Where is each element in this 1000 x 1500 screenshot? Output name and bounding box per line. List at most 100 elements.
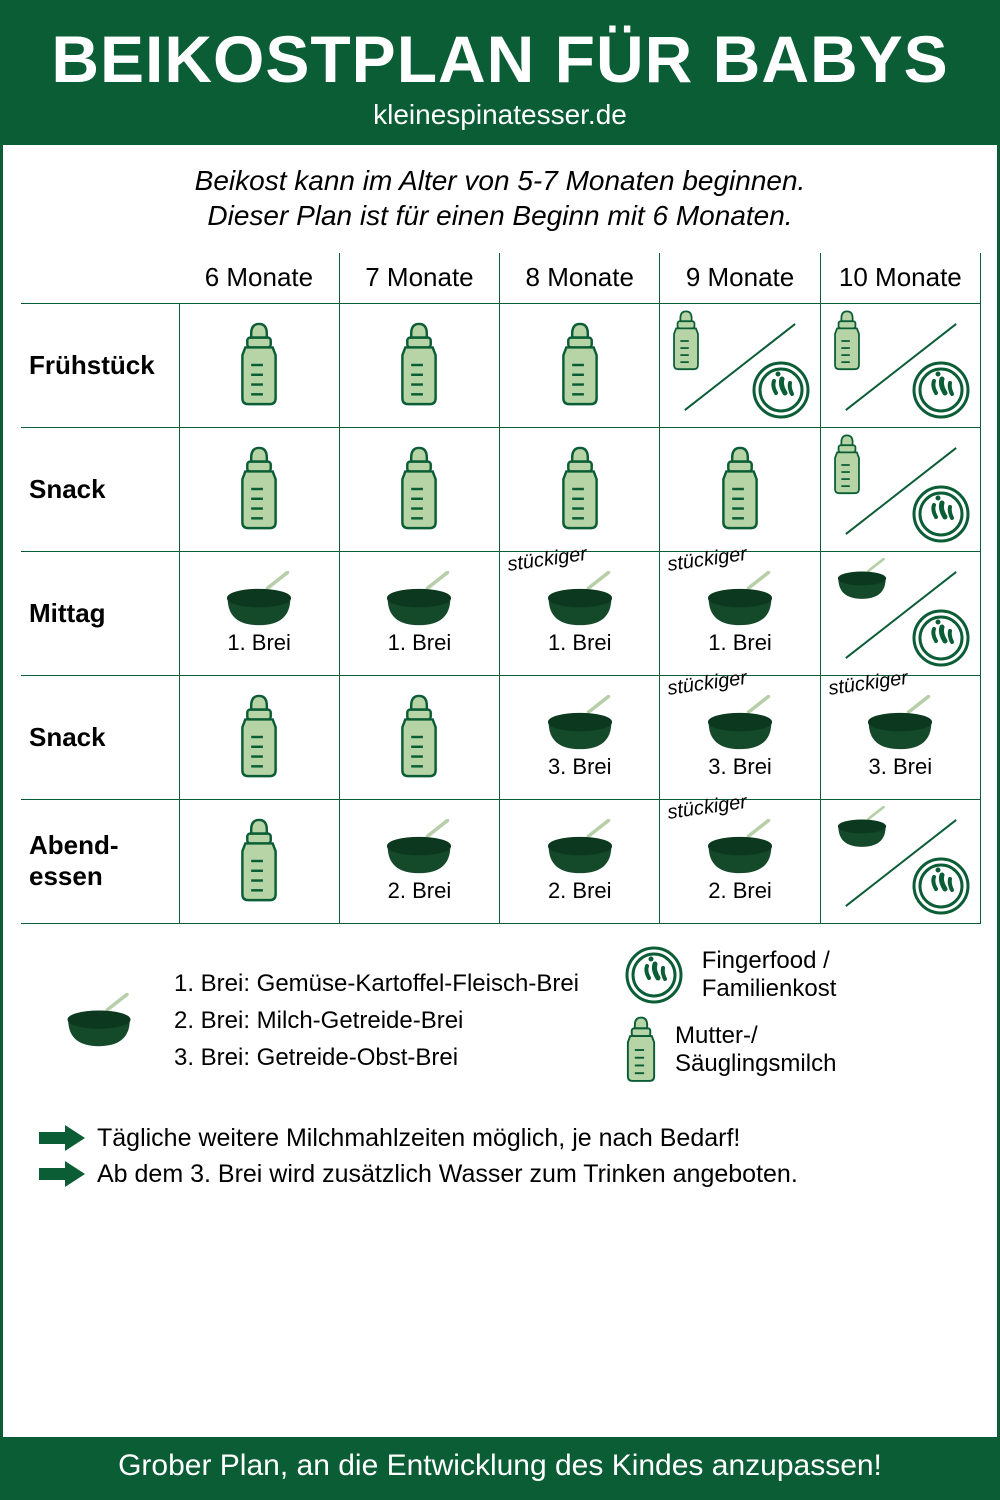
- bottle-icon: [391, 322, 447, 408]
- tips: Tägliche weitere Milchmahlzeiten möglich…: [3, 1102, 997, 1203]
- arrow-icon: [39, 1127, 85, 1149]
- legend-brei-1: 1. Brei: Gemüse-Kartoffel-Fleisch-Brei: [174, 965, 579, 1002]
- col-header: 6 Monate: [179, 253, 339, 303]
- plan-cell: [820, 551, 980, 675]
- footer-bar: Grober Plan, an die Entwicklung des Kind…: [3, 1437, 997, 1497]
- plan-cell: stückiger3. Brei: [660, 675, 820, 799]
- table-row: Snack: [21, 427, 981, 551]
- row-label: Mittag: [21, 551, 179, 675]
- col-header: 10 Monate: [820, 253, 980, 303]
- row-label: Abend-essen: [21, 799, 179, 923]
- bottle-icon: [231, 694, 287, 780]
- bottle-icon: [391, 446, 447, 532]
- table-row: Abend-essen2. Brei2. Breistückiger2. Bre…: [21, 799, 981, 923]
- table-row: Frühstück: [21, 303, 981, 427]
- plan-cell: 1. Brei: [179, 551, 339, 675]
- intro-line-2: Dieser Plan ist für einen Beginn mit 6 M…: [43, 198, 957, 233]
- bottle-icon: [827, 310, 867, 372]
- row-label: Snack: [21, 427, 179, 551]
- header: BEIKOSTPLAN FÜR BABYS kleinespinatesser.…: [3, 3, 997, 145]
- plan-cell: stückiger1. Brei: [500, 551, 660, 675]
- bottle-icon: [552, 322, 608, 408]
- legend-finger-a: Fingerfood /: [702, 947, 837, 975]
- intro-text: Beikost kann im Alter von 5-7 Monaten be…: [3, 145, 997, 247]
- bottle-icon: [712, 446, 768, 532]
- bottle-icon: [391, 694, 447, 780]
- col-header: 7 Monate: [339, 253, 499, 303]
- intro-line-1: Beikost kann im Alter von 5-7 Monaten be…: [43, 163, 957, 198]
- bottle-icon: [231, 818, 287, 904]
- brei-caption: 2. Brei: [548, 878, 612, 904]
- bowl-icon: [373, 819, 465, 876]
- legend: 1. Brei: Gemüse-Kartoffel-Fleisch-Brei 2…: [3, 924, 997, 1102]
- bowl-icon: [213, 571, 305, 628]
- plan-cell: [179, 427, 339, 551]
- bowl-icon: [534, 695, 626, 752]
- brei-caption: 3. Brei: [869, 754, 933, 780]
- plan-cell: [339, 303, 499, 427]
- brei-caption: 2. Brei: [388, 878, 452, 904]
- plan-cell: stückiger2. Brei: [660, 799, 820, 923]
- plan-cell: [500, 303, 660, 427]
- fingerfood-badge-icon: [752, 361, 810, 419]
- bowl-icon: [694, 695, 786, 752]
- plan-cell: [660, 303, 820, 427]
- plan-cell: 2. Brei: [500, 799, 660, 923]
- bottle-icon: [231, 446, 287, 532]
- plan-cell: [820, 799, 980, 923]
- plan-cell: [179, 675, 339, 799]
- row-label: Snack: [21, 675, 179, 799]
- brei-caption: 3. Brei: [548, 754, 612, 780]
- table-row: Mittag1. Brei1. Breistückiger1. Breistüc…: [21, 551, 981, 675]
- table-header-row: 6 Monate 7 Monate 8 Monate 9 Monate 10 M…: [21, 253, 981, 303]
- feeding-plan-table: 6 Monate 7 Monate 8 Monate 9 Monate 10 M…: [21, 253, 981, 924]
- fingerfood-badge-icon: [912, 361, 970, 419]
- tip-text-1: Tägliche weitere Milchmahlzeiten möglich…: [97, 1120, 740, 1156]
- plan-cell: [179, 303, 339, 427]
- table-row: Snack3. Breistückiger3. Breistückiger3. …: [21, 675, 981, 799]
- col-header: 8 Monate: [500, 253, 660, 303]
- bottle-icon: [619, 1016, 663, 1084]
- plan-cell: 1. Brei: [339, 551, 499, 675]
- fingerfood-badge-icon: [912, 609, 970, 667]
- plan-cell: [500, 427, 660, 551]
- plan-cell: [820, 427, 980, 551]
- legend-brei: 1. Brei: Gemüse-Kartoffel-Fleisch-Brei 2…: [39, 946, 579, 1096]
- plan-cell: stückiger1. Brei: [660, 551, 820, 675]
- bottle-icon: [666, 310, 706, 372]
- plan-cell: [820, 303, 980, 427]
- col-header: 9 Monate: [660, 253, 820, 303]
- page-title: BEIKOSTPLAN FÜR BABYS: [13, 21, 987, 97]
- bottle-icon: [552, 446, 608, 532]
- bowl-icon: [854, 695, 946, 752]
- bowl-icon: [827, 806, 897, 849]
- fingerfood-badge-icon: [912, 485, 970, 543]
- legend-brei-3: 3. Brei: Getreide-Obst-Brei: [174, 1039, 579, 1076]
- brei-caption: 1. Brei: [708, 630, 772, 656]
- bowl-icon: [534, 819, 626, 876]
- brei-caption: 1. Brei: [548, 630, 612, 656]
- tip-row: Ab dem 3. Brei wird zusätzlich Wasser zu…: [39, 1156, 961, 1192]
- bowl-icon: [60, 993, 138, 1049]
- legend-brei-2: 2. Brei: Milch-Getreide-Brei: [174, 1002, 579, 1039]
- plan-cell: [339, 427, 499, 551]
- bowl-icon: [534, 571, 626, 628]
- plan-cell: [660, 427, 820, 551]
- plan-cell: 3. Brei: [500, 675, 660, 799]
- brei-caption: 1. Brei: [388, 630, 452, 656]
- bowl-icon: [827, 558, 897, 601]
- bowl-icon: [694, 819, 786, 876]
- legend-milk-b: Säuglingsmilch: [675, 1050, 836, 1078]
- arrow-icon: [39, 1163, 85, 1185]
- legend-icons: Fingerfood / Familienkost Mutter-/ Säugl…: [619, 946, 836, 1096]
- brei-caption: 1. Brei: [227, 630, 291, 656]
- legend-finger-b: Familienkost: [702, 975, 837, 1003]
- brei-caption: 2. Brei: [708, 878, 772, 904]
- fingerfood-badge-icon: [625, 946, 683, 1004]
- brei-caption: 3. Brei: [708, 754, 772, 780]
- tip-row: Tägliche weitere Milchmahlzeiten möglich…: [39, 1120, 961, 1156]
- plan-cell: stückiger3. Brei: [820, 675, 980, 799]
- bottle-icon: [231, 322, 287, 408]
- fingerfood-badge-icon: [912, 857, 970, 915]
- plan-cell: [339, 675, 499, 799]
